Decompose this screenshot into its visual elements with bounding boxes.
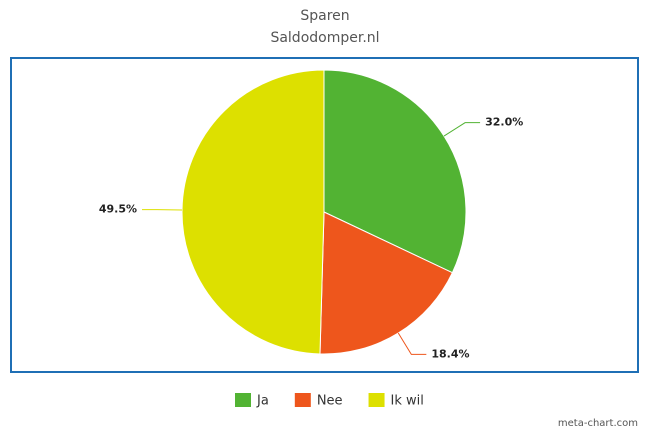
legend-label: Ja xyxy=(256,394,269,409)
chart-title: Sparen xyxy=(300,8,349,24)
pie-slice xyxy=(319,211,454,355)
data-label: 49.5% xyxy=(99,203,137,216)
pie-slice xyxy=(181,69,325,355)
legend-label: Nee xyxy=(317,394,343,409)
legend-label: Ik wil xyxy=(391,394,424,409)
leader-line xyxy=(443,122,481,137)
legend-swatch xyxy=(235,393,251,407)
data-label: 32.0% xyxy=(485,116,523,129)
pie-slice xyxy=(323,69,467,274)
legend-swatch xyxy=(294,393,311,407)
data-label: 18.4% xyxy=(431,347,469,360)
plot-frame xyxy=(10,57,639,373)
credit: meta-chart.com xyxy=(558,418,638,429)
chart-subtitle: Saldodomper.nl xyxy=(270,30,379,46)
leader-line xyxy=(397,332,427,355)
legend-swatch xyxy=(368,393,385,407)
